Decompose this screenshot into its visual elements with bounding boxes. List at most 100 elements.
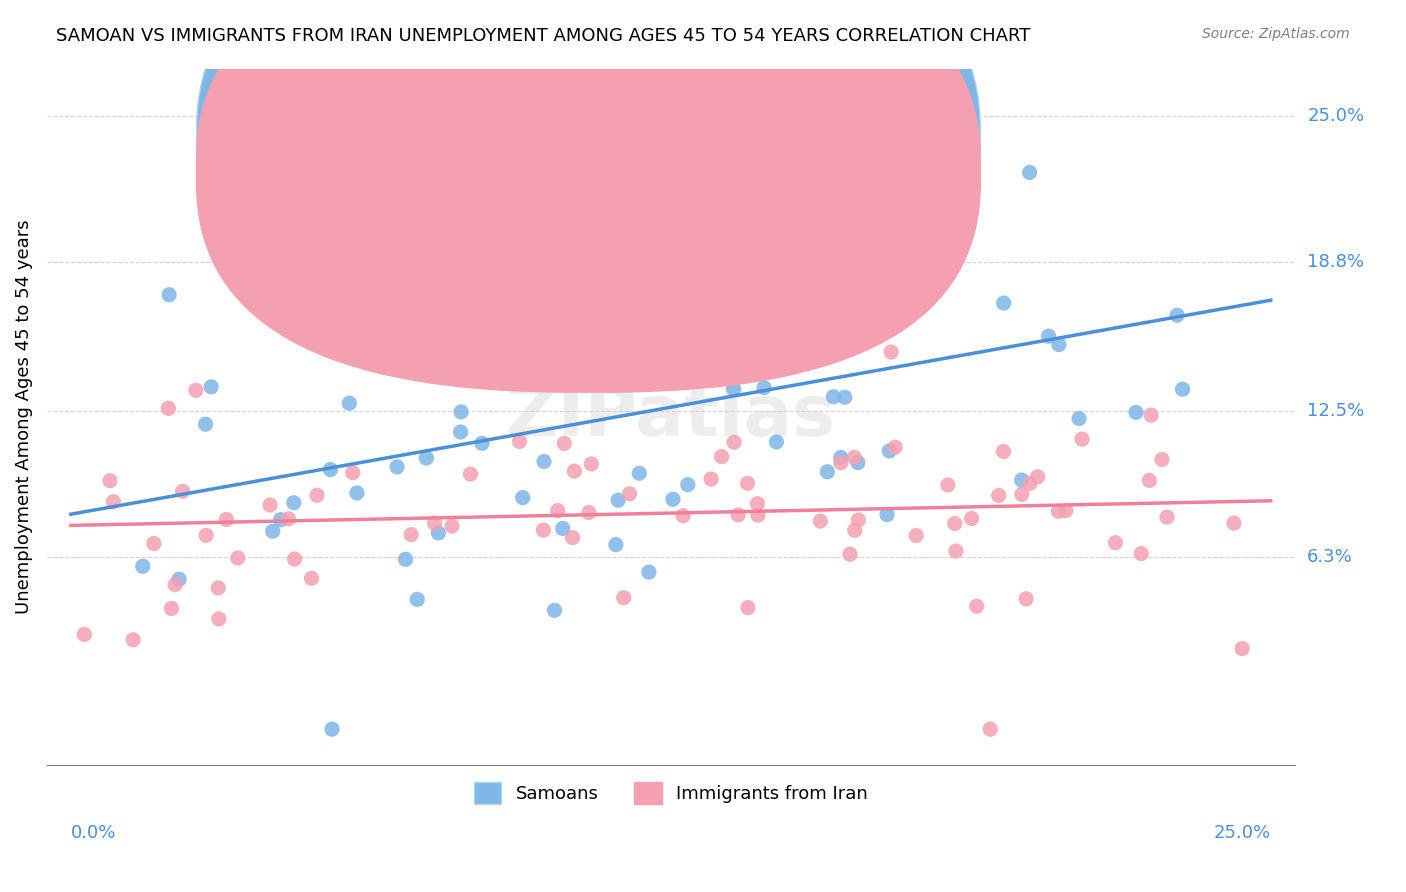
Point [1011,487,1033,501]
Point [765,434,787,449]
Point [773,348,796,362]
Point [277,512,299,526]
Point [551,521,574,535]
Point [1015,591,1038,606]
Point [742,228,765,243]
Point [172,484,194,499]
Text: 6.3%: 6.3% [1308,548,1353,566]
Point [406,592,429,607]
Point [142,536,165,550]
Point [1171,382,1194,396]
Text: 12.5%: 12.5% [1308,401,1364,419]
Point [195,528,218,542]
Point [1047,504,1070,518]
Point [543,603,565,617]
Point [880,345,903,359]
Point [830,450,852,465]
Point [208,612,231,626]
Point [993,296,1015,310]
Point [815,465,838,479]
Point [561,531,583,545]
Point [661,239,683,253]
Point [103,495,125,509]
Point [607,493,630,508]
Point [737,600,759,615]
Point [98,474,121,488]
Point [548,335,571,350]
Point [1018,165,1040,179]
Text: Source: ZipAtlas.com: Source: ZipAtlas.com [1202,27,1350,41]
Point [905,528,928,542]
Point [262,524,284,539]
Point [581,457,603,471]
Point [839,547,862,561]
Point [131,559,153,574]
Point [846,456,869,470]
Point [960,511,983,525]
Point [399,527,422,541]
Point [440,519,463,533]
Point [627,297,650,311]
Point [683,310,706,324]
Text: R = 0.109   N = 77: R = 0.109 N = 77 [621,160,806,179]
Point [737,476,759,491]
Point [1026,470,1049,484]
Point [628,467,651,481]
Point [337,396,360,410]
Point [1223,516,1246,531]
Point [1125,405,1147,419]
Point [723,435,745,450]
Point [564,464,586,478]
Point [823,390,845,404]
Point [226,551,249,566]
Point [1140,408,1163,422]
Point [167,572,190,586]
Point [305,488,328,502]
Text: SAMOAN VS IMMIGRANTS FROM IRAN UNEMPLOYMENT AMONG AGES 45 TO 54 YEARS CORRELATIO: SAMOAN VS IMMIGRANTS FROM IRAN UNEMPLOYM… [56,27,1031,45]
Point [1047,337,1070,351]
Point [270,513,292,527]
Text: 0.0%: 0.0% [70,823,117,842]
Point [619,487,641,501]
Point [1038,329,1060,343]
Point [747,508,769,523]
Point [883,156,905,170]
Point [844,523,866,537]
Legend: Samoans, Immigrants from Iran: Samoans, Immigrants from Iran [467,775,875,811]
Point [157,401,180,416]
Point [605,538,627,552]
Point [876,508,898,522]
Point [1104,535,1126,549]
Point [638,565,661,579]
Point [557,359,579,374]
Point [533,454,555,468]
Point [727,508,749,522]
Point [284,552,307,566]
FancyBboxPatch shape [197,0,980,361]
Point [1067,411,1090,425]
Point [1071,432,1094,446]
Point [319,462,342,476]
Point [672,508,695,523]
Point [723,382,745,396]
Point [1130,547,1153,561]
Text: 25.0%: 25.0% [1308,107,1364,125]
Point [1137,474,1160,488]
Point [613,591,636,605]
Point [884,440,907,454]
Point [207,581,229,595]
Point [993,444,1015,458]
Point [471,436,494,450]
Point [648,312,671,326]
Point [676,477,699,491]
Point [321,722,343,736]
Point [553,436,575,450]
Point [834,390,856,404]
Point [420,238,443,252]
Point [766,337,789,351]
Point [893,243,915,257]
Point [1150,452,1173,467]
Point [747,497,769,511]
Point [157,287,180,301]
Point [415,451,437,466]
